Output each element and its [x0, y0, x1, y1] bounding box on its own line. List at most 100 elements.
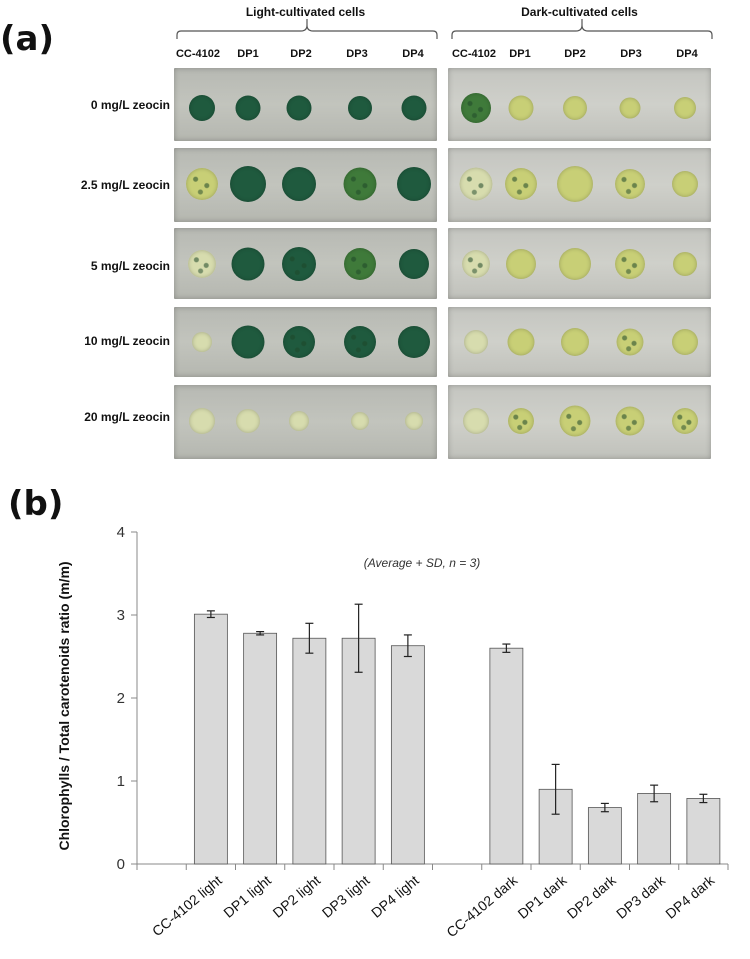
colony-spot [401, 95, 427, 121]
light-col-label: DP3 [346, 48, 368, 60]
x-tick-label: DP1 light [220, 872, 274, 921]
dark-group-title: Dark-cultivated cells [521, 5, 638, 19]
colony-spot [461, 93, 491, 123]
colony-spot [282, 247, 316, 281]
colony-spot [616, 328, 644, 356]
row-label-zeocin: 20 mg/L zeocin [84, 410, 170, 424]
dark-col-label: DP3 [620, 48, 642, 60]
colony-spot [231, 247, 265, 281]
panel-a-label: (a) [0, 19, 55, 59]
dark-group-brace [451, 19, 713, 39]
light-group-title: Light-cultivated cells [245, 5, 366, 19]
colony-spot [619, 97, 641, 119]
colony-spot [283, 326, 315, 358]
y-tick-label: 2 [117, 690, 125, 707]
colony-spot [506, 249, 536, 279]
colony-spot [397, 167, 431, 201]
colony-spot [559, 248, 591, 280]
bar [587, 807, 622, 865]
colony-spot [672, 329, 698, 355]
colony-spot [282, 167, 316, 201]
colony-spot [398, 326, 430, 358]
colony-spot [557, 166, 593, 202]
light-col-label: DP1 [237, 48, 259, 60]
row-label-zeocin: 10 mg/L zeocin [84, 334, 170, 348]
colony-spot [672, 171, 698, 197]
colony-spot [563, 96, 587, 120]
row-label-zeocin: 2.5 mg/L zeocin [80, 178, 170, 192]
x-tick-label: DP2 dark [564, 871, 620, 921]
x-tick-label: DP4 light [368, 872, 422, 921]
bar [243, 632, 278, 865]
y-tick-label: 4 [117, 524, 125, 541]
y-tick-label: 1 [117, 773, 125, 790]
bar [292, 637, 327, 865]
colony-spot [464, 330, 488, 354]
colony-spot [507, 328, 535, 356]
colony-spot [186, 168, 218, 200]
bar [193, 613, 228, 865]
colony-spot [286, 95, 312, 121]
dark-col-label: DP2 [564, 48, 586, 60]
light-col-label: CC-4102 [175, 48, 221, 60]
colony-spot [236, 409, 260, 433]
light-col-label: DP2 [290, 48, 312, 60]
y-axis: 0 1 2 3 4 [117, 524, 729, 873]
y-tick-label: 3 [117, 607, 125, 624]
colony-spot [672, 408, 698, 434]
x-tick-label: DP2 light [269, 872, 323, 921]
dark-col-label: CC-4102 [451, 48, 497, 60]
colony-spot [344, 326, 376, 358]
bar [341, 637, 376, 865]
x-tick-label: DP3 dark [613, 871, 669, 921]
colony-spot [351, 412, 369, 430]
colony-spot [462, 250, 490, 278]
row-label-zeocin: 0 mg/L zeocin [90, 98, 170, 112]
x-tick-label: DP4 dark [662, 871, 718, 921]
colony-spot [673, 252, 697, 276]
panel-b-label: (b) [8, 484, 64, 524]
bar [637, 793, 672, 865]
colony-spot [189, 95, 215, 121]
chart-annotation: (Average + SD, n = 3) [364, 556, 481, 570]
colony-spot [230, 166, 266, 202]
bar [686, 798, 721, 865]
dark-col-label: DP1 [509, 48, 531, 60]
colony-spot [344, 248, 376, 280]
colony-spot [289, 411, 309, 431]
bars [193, 603, 721, 865]
colony-spot [615, 249, 645, 279]
x-tick-label: DP1 dark [515, 871, 571, 921]
colony-spot [615, 406, 645, 436]
colony-spot [615, 169, 645, 199]
x-tick-label: CC-4102 light [149, 872, 225, 939]
bar [390, 645, 425, 865]
colony-spot [188, 250, 216, 278]
colony-spot [343, 167, 377, 201]
x-tick-label: DP3 light [319, 872, 373, 921]
light-group-brace [176, 19, 438, 39]
colony-spot [348, 96, 372, 120]
colony-spot [189, 408, 215, 434]
colony-spot [463, 408, 489, 434]
colony-spot [674, 97, 696, 119]
bar [489, 647, 524, 865]
light-col-label: DP4 [402, 48, 424, 60]
colony-spot [561, 328, 589, 356]
colony-spot [508, 95, 534, 121]
colony-spot [508, 408, 534, 434]
y-axis-title: Chlorophylls / Total carotenoids ratio (… [56, 561, 72, 850]
colony-spot [405, 412, 423, 430]
colony-spot [231, 325, 265, 359]
colony-spot [399, 249, 429, 279]
row-label-zeocin: 5 mg/L zeocin [90, 259, 170, 273]
colony-spot [235, 95, 261, 121]
colony-spot [459, 167, 493, 201]
colony-spot [505, 168, 537, 200]
colony-spot [559, 405, 591, 437]
y-tick-label: 0 [117, 856, 125, 873]
dark-col-label: DP4 [676, 48, 698, 60]
colony-spot [192, 332, 212, 352]
